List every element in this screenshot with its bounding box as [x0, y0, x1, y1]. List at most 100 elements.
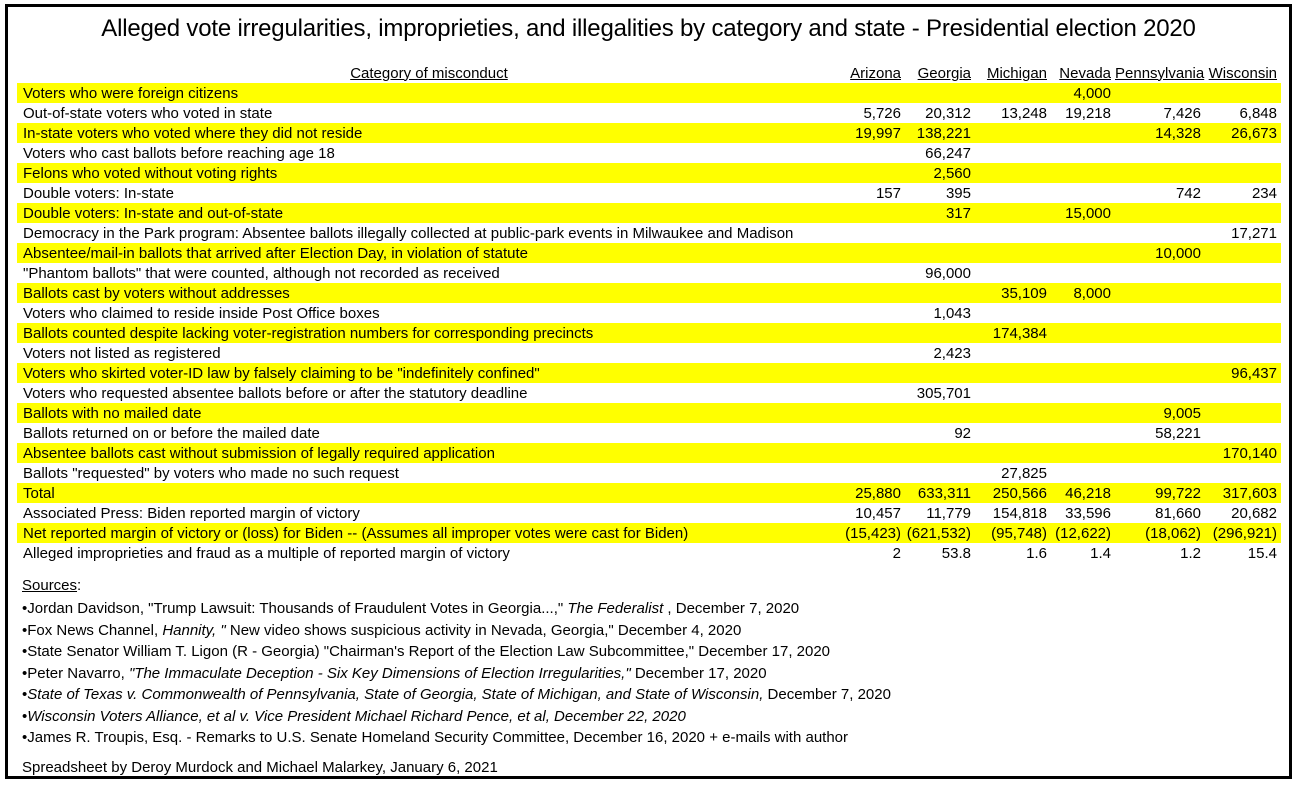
value-cell [1051, 163, 1115, 183]
column-header-category: Category of misconduct [17, 63, 841, 83]
category-cell: Voters who cast ballots before reaching … [23, 144, 335, 162]
table-row: Absentee ballots cast without submission… [17, 443, 1281, 463]
value-cell [1205, 203, 1281, 223]
value-cell: 17,271 [1231, 224, 1277, 242]
value-cell: 96,000 [925, 264, 971, 282]
value-cell [975, 443, 1051, 463]
value-cell: 234 [1251, 184, 1277, 202]
value-cell: 2,560 [933, 164, 971, 182]
value-cell [1115, 283, 1205, 303]
value-cell [841, 303, 905, 323]
category-cell: Voters who requested absentee ballots be… [23, 384, 528, 402]
table-row: Ballots counted despite lacking voter-re… [17, 323, 1281, 343]
value-cell: 33,596 [1065, 504, 1111, 522]
value-cell [1205, 403, 1281, 423]
source-item: •Fox News Channel, Hannity, " New video … [22, 621, 742, 639]
column-header-wisconsin: Wisconsin [1205, 63, 1281, 83]
value-cell [1205, 163, 1281, 183]
value-cell [1115, 143, 1205, 163]
value-cell [975, 183, 1051, 203]
value-cell: (95,748) [991, 524, 1047, 542]
category-cell: Out-of-state voters who voted in state [23, 104, 273, 122]
value-cell [1205, 323, 1281, 343]
value-cell [1051, 363, 1115, 383]
value-cell: (296,921) [1212, 524, 1277, 542]
table-row: Voters who cast ballots before reaching … [17, 143, 1281, 163]
value-cell: 20,312 [925, 104, 971, 122]
value-cell [975, 163, 1051, 183]
value-cell [1051, 183, 1115, 203]
value-cell: 6,848 [1239, 104, 1277, 122]
value-cell [905, 323, 975, 343]
value-cell: (18,062) [1145, 524, 1201, 542]
value-cell [975, 83, 1051, 103]
category-cell: Voters who skirted voter-ID law by false… [23, 364, 540, 382]
value-cell [975, 223, 1051, 243]
category-cell: "Phantom ballots" that were counted, alt… [23, 264, 500, 282]
value-cell [975, 403, 1051, 423]
value-cell [1051, 423, 1115, 443]
value-cell: 19,218 [1065, 104, 1111, 122]
value-cell [841, 163, 905, 183]
value-cell: 9,005 [1163, 404, 1201, 422]
value-cell [1115, 223, 1205, 243]
value-cell: 58,221 [1155, 424, 1201, 442]
value-cell: 5,726 [863, 104, 901, 122]
value-cell [1115, 363, 1205, 383]
value-cell: 15,000 [1065, 204, 1111, 222]
table-row: Associated Press: Biden reported margin … [17, 503, 1281, 523]
value-cell [905, 283, 975, 303]
column-header-georgia-label: Georgia [917, 64, 971, 82]
page-title: Alleged vote irregularities, improprieti… [101, 15, 1196, 42]
value-cell: 2,423 [933, 344, 971, 362]
value-cell: 317 [945, 204, 971, 222]
category-cell: Associated Press: Biden reported margin … [23, 504, 360, 522]
column-header-michigan: Michigan [975, 63, 1051, 83]
value-cell [1115, 83, 1205, 103]
value-cell: 11,779 [926, 504, 971, 522]
table-row: Double voters: In-state 157 395 742 234 [17, 183, 1281, 203]
value-cell [1115, 343, 1205, 363]
value-cell [1115, 323, 1205, 343]
value-cell [1205, 263, 1281, 283]
value-cell [1051, 463, 1115, 483]
value-cell: 20,682 [1231, 504, 1277, 522]
category-cell: Ballots returned on or before the mailed… [23, 424, 320, 442]
sources-heading: Sources: [22, 576, 1289, 596]
value-cell [1051, 383, 1115, 403]
table-header-row: Category of misconduct Arizona Georgia M… [17, 63, 1281, 83]
value-cell [841, 423, 905, 443]
misconduct-table: Category of misconduct Arizona Georgia M… [17, 63, 1281, 563]
value-cell [1115, 383, 1205, 403]
source-item: •Jordan Davidson, "Trump Lawsuit: Thousa… [22, 600, 800, 617]
value-cell: 19,997 [855, 124, 901, 142]
category-cell: In-state voters who voted where they did… [23, 124, 363, 142]
value-cell [975, 303, 1051, 323]
value-cell [841, 363, 905, 383]
value-cell [841, 383, 905, 403]
value-cell [841, 463, 905, 483]
category-cell: Ballots "requested" by voters who made n… [23, 464, 399, 482]
value-cell: 174,384 [992, 324, 1047, 342]
value-cell: 2 [892, 544, 901, 562]
source-item: •State of Texas v. Commonwealth of Penns… [22, 686, 891, 703]
value-cell [841, 223, 905, 243]
value-cell: 154,818 [992, 504, 1047, 522]
category-cell: Absentee/mail-in ballots that arrived af… [23, 244, 528, 262]
value-cell: 96,437 [1231, 364, 1277, 382]
table-row: Voters who claimed to reside inside Post… [17, 303, 1281, 323]
value-cell: 66,247 [925, 144, 971, 162]
table-row: Alleged improprieties and fraud as a mul… [17, 543, 1281, 563]
value-cell [1205, 383, 1281, 403]
category-cell: Alleged improprieties and fraud as a mul… [23, 544, 510, 562]
value-cell [841, 323, 905, 343]
value-cell: 53.8 [941, 544, 971, 562]
value-cell: 8,000 [1073, 284, 1111, 302]
value-cell [975, 383, 1051, 403]
value-cell [1205, 243, 1281, 263]
value-cell [1051, 343, 1115, 363]
category-cell: Ballots counted despite lacking voter-re… [23, 324, 594, 342]
value-cell [1115, 463, 1205, 483]
category-cell: Democracy in the Park program: Absentee … [23, 224, 794, 242]
column-header-pennsylvania: Pennsylvania [1115, 63, 1205, 83]
